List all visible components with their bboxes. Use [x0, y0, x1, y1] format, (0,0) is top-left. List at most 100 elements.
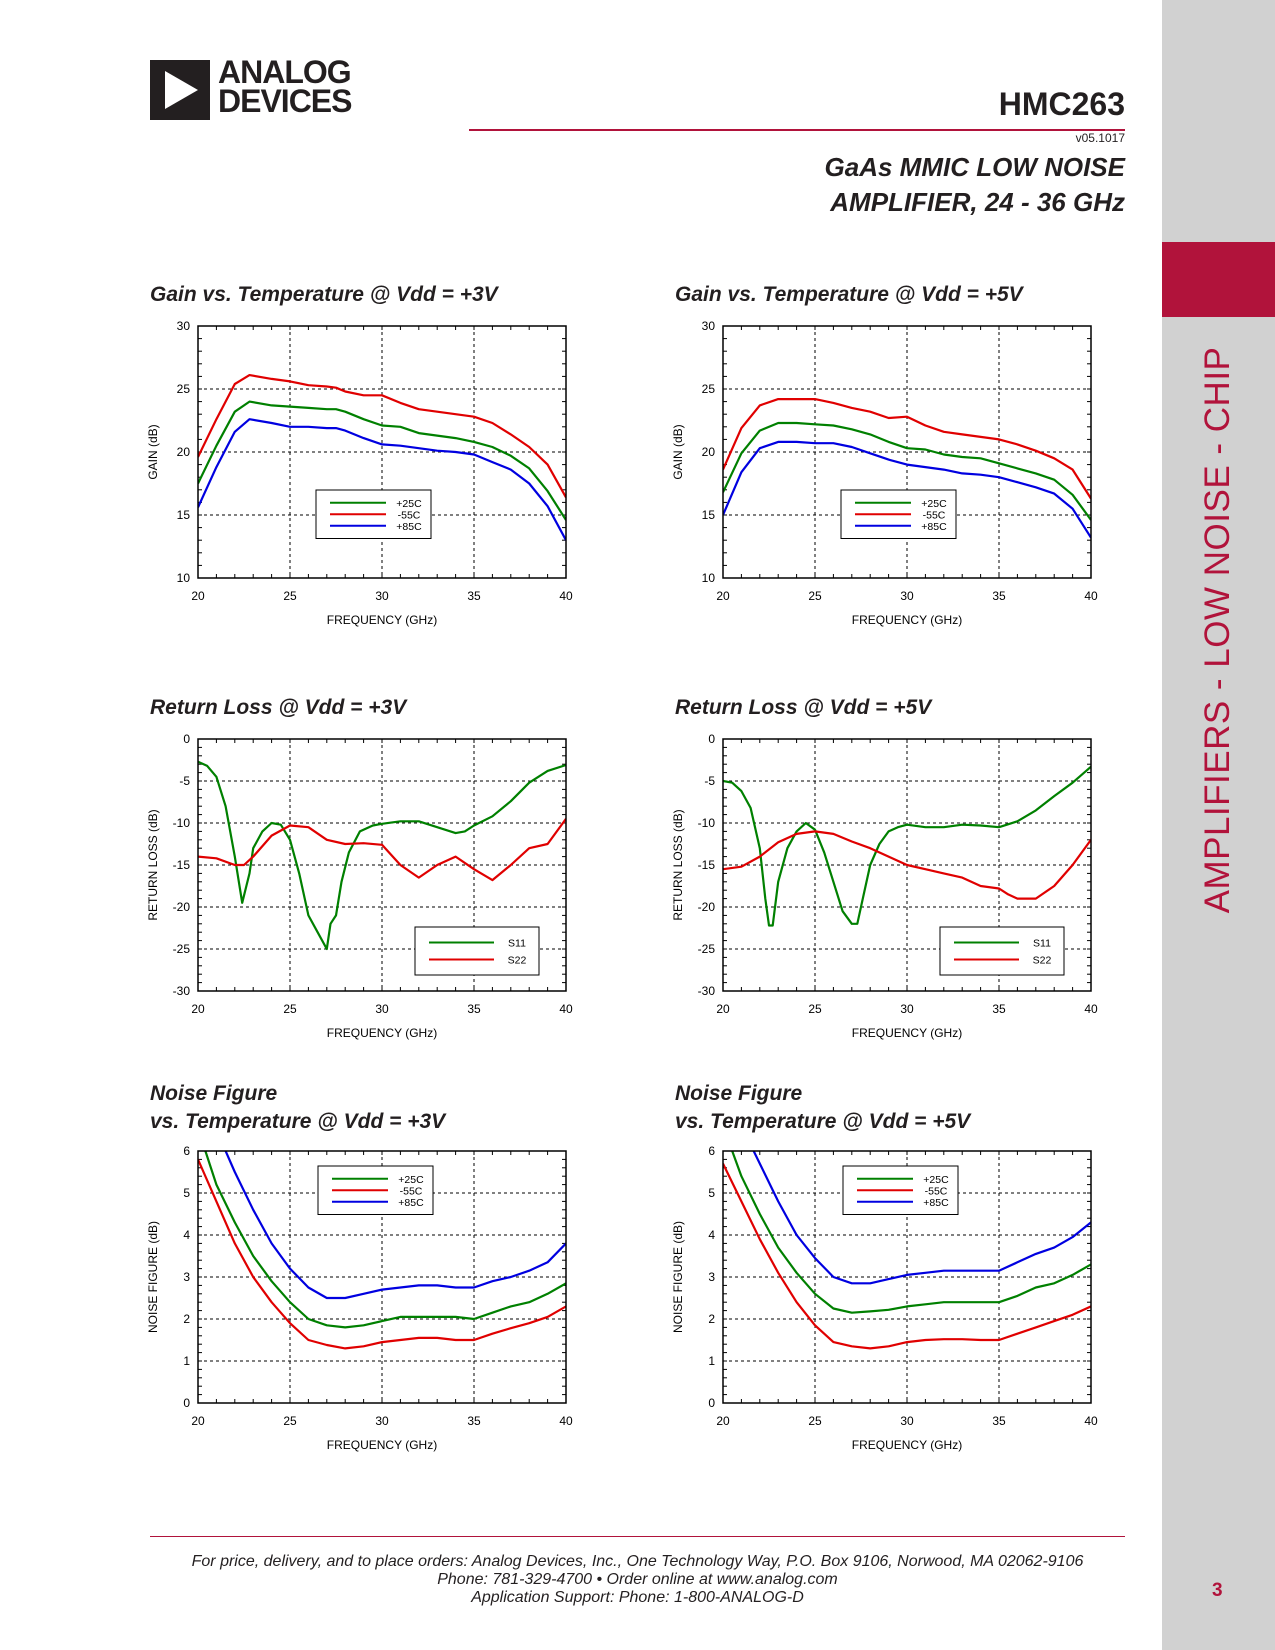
x-tick-label: 40 [559, 1414, 573, 1428]
series-line-s22 [723, 830, 1091, 900]
series-line-85c [723, 440, 1091, 539]
x-tick-label: 20 [716, 1002, 730, 1016]
series-line-55c [198, 1158, 566, 1350]
x-tick-label: 25 [283, 589, 297, 603]
side-tab-accent [1162, 242, 1275, 317]
x-tick-label: 25 [808, 1414, 822, 1428]
y-tick-label: -10 [698, 816, 716, 830]
x-tick-label: 40 [559, 1002, 573, 1016]
y-tick-label: -5 [704, 774, 715, 788]
chart-title-line-1: Noise Figure [150, 1082, 278, 1105]
x-tick-label: 25 [283, 1002, 297, 1016]
y-tick-label: -5 [179, 774, 190, 788]
x-tick-label: 20 [191, 1002, 205, 1016]
x-tick-label: 40 [1084, 1002, 1098, 1016]
series-line-55c [723, 1163, 1091, 1350]
product-subtitle: GaAs MMIC LOW NOISE AMPLIFIER, 24 - 36 G… [825, 150, 1125, 220]
plot-frame [722, 738, 1092, 992]
legend-label-s11: S11 [508, 938, 526, 950]
chart-title-line-2: vs. Temperature @ Vdd = +5V [675, 1110, 971, 1133]
y-axis-label: RETURN LOSS (dB) [146, 809, 160, 920]
y-tick-label: 1 [183, 1354, 190, 1368]
y-tick-label: 0 [708, 732, 715, 746]
x-axis-label: FREQUENCY (GHz) [852, 613, 962, 627]
x-tick-label: 40 [1084, 589, 1098, 603]
y-tick-label: 5 [708, 1186, 715, 1200]
series-line-25c [731, 1151, 1091, 1314]
gain-vs-temp-3v-chart: 20 25 30 35 40 10 15 20 25 30 FREQUENCY (GHz) GAIN … [146, 319, 573, 627]
x-tick-label: 35 [467, 589, 481, 603]
y-tick-label: 15 [702, 508, 716, 522]
legend-label-85c: +85C [398, 1197, 424, 1209]
footer-rule [150, 1536, 1125, 1537]
y-tick-label: 0 [183, 732, 190, 746]
y-tick-label: 30 [702, 319, 716, 333]
legend-label-55c: -55C [923, 509, 946, 521]
y-tick-label: -15 [698, 858, 716, 872]
logo-triangle-icon [150, 60, 210, 120]
chart-title-return-loss-5v: Return Loss @ Vdd = +5V [675, 696, 932, 719]
page-number: 3 [1212, 1580, 1223, 1601]
legend-label-25c: +25C [923, 1174, 949, 1186]
side-category-label: AMPLIFIERS - LOW NOISE - CHIP [1198, 346, 1237, 914]
x-axis-label: FREQUENCY (GHz) [852, 1026, 962, 1040]
y-tick-label: -20 [173, 900, 191, 914]
x-tick-label: 25 [808, 1002, 822, 1016]
x-tick-label: 35 [467, 1002, 481, 1016]
part-number: HMC263 [998, 86, 1125, 122]
series-line-55c [198, 374, 566, 498]
y-axis-label: GAIN (dB) [671, 424, 685, 479]
legend-box [414, 926, 540, 976]
series-line-25c [198, 400, 566, 521]
y-tick-label: 1 [708, 1354, 715, 1368]
footer-line-3: Application Support: Phone: 1-800-ANALOG… [471, 1589, 804, 1606]
logo-line-2: DEVICES [218, 83, 352, 119]
x-axis-label: FREQUENCY (GHz) [852, 1438, 962, 1452]
y-tick-label: 6 [183, 1144, 190, 1158]
logo-wordmark: ANALOG DEVICES [218, 54, 352, 119]
chart-title-line-2: vs. Temperature @ Vdd = +3V [150, 1110, 446, 1133]
legend-label-s22: S22 [508, 955, 527, 967]
y-tick-label: 3 [183, 1270, 190, 1284]
x-tick-label: 40 [559, 589, 573, 603]
x-tick-label: 30 [900, 589, 914, 603]
gain-vs-temp-5v-chart: 20 25 30 35 40 10 15 20 25 30 FREQUENCY (GHz) GAIN … [671, 319, 1098, 627]
y-tick-label: 25 [702, 382, 716, 396]
chart-title-gain-3v: Gain vs. Temperature @ Vdd = +3V [150, 283, 498, 306]
x-tick-label: 20 [716, 589, 730, 603]
y-tick-label: 20 [177, 445, 191, 459]
logo-line-1: ANALOG [218, 54, 352, 90]
legend-box [939, 926, 1065, 976]
y-tick-label: 15 [177, 508, 191, 522]
y-tick-label: -10 [173, 816, 191, 830]
y-tick-label: -15 [173, 858, 191, 872]
plot-frame [722, 325, 1092, 579]
x-axis-label: FREQUENCY (GHz) [327, 1438, 437, 1452]
legend-label-25c: +25C [921, 498, 947, 510]
x-tick-label: 35 [992, 1414, 1006, 1428]
y-tick-label: 2 [183, 1312, 190, 1326]
x-tick-label: 20 [191, 1414, 205, 1428]
chart-title-noise-figure-5v: Noise Figure vs. Temperature @ Vdd = +5V [675, 1080, 970, 1136]
y-tick-label: -30 [173, 984, 191, 998]
y-tick-label: 20 [702, 445, 716, 459]
series-line-85c [752, 1151, 1091, 1285]
chart-title-return-loss-3v: Return Loss @ Vdd = +3V [150, 696, 407, 719]
y-tick-label: 4 [183, 1228, 190, 1242]
y-tick-label: 6 [708, 1144, 715, 1158]
y-tick-label: 30 [177, 319, 191, 333]
header-rule [469, 129, 1125, 131]
x-tick-label: 30 [375, 1002, 389, 1016]
x-tick-label: 20 [716, 1414, 730, 1428]
legend-label-s22: S22 [1033, 955, 1052, 967]
y-tick-label: 25 [177, 382, 191, 396]
y-tick-label: 4 [708, 1228, 715, 1242]
x-axis-label: FREQUENCY (GHz) [327, 613, 437, 627]
y-tick-label: -25 [698, 942, 716, 956]
x-tick-label: 35 [467, 1414, 481, 1428]
y-tick-label: -25 [173, 942, 191, 956]
legend-label-55c: -55C [925, 1185, 948, 1197]
x-tick-label: 20 [191, 589, 205, 603]
x-tick-label: 25 [808, 589, 822, 603]
legend-label-55c: -55C [400, 1185, 423, 1197]
